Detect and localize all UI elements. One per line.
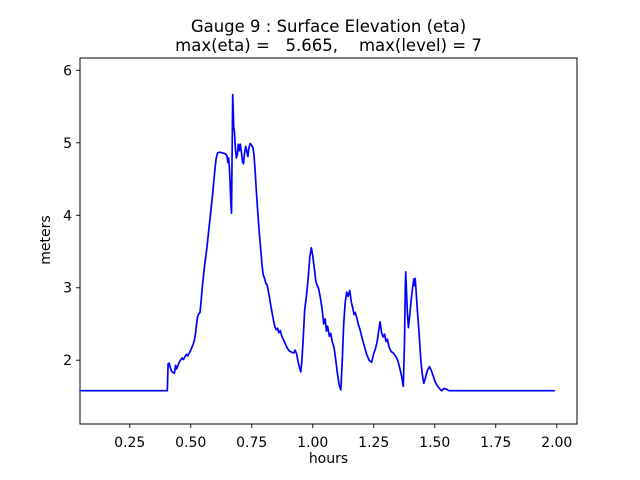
y-tick-label: 3 [63, 281, 72, 297]
x-tick-label: 1.75 [480, 435, 511, 451]
x-tick-label: 0.25 [114, 435, 145, 451]
x-tick-label: 0.75 [236, 435, 267, 451]
y-axis-label: meters [38, 215, 54, 265]
chart-subtitle: max(eta) = 5.665, max(level) = 7 [175, 36, 482, 55]
y-tick-label: 2 [63, 353, 72, 369]
x-tick-label: 1.25 [358, 435, 389, 451]
axes-frame [79, 57, 578, 425]
x-tick-label: 0.50 [175, 435, 206, 451]
y-tick-label: 4 [63, 208, 72, 224]
y-tick-label: 6 [63, 63, 72, 79]
x-axis-label: hours [308, 451, 349, 467]
chart-title: Gauge 9 : Surface Elevation (eta) [190, 17, 467, 36]
x-tick-label: 2.00 [541, 435, 572, 451]
eta-line [79, 93, 556, 392]
x-tick-label: 1.00 [297, 435, 328, 451]
x-tick-label: 1.50 [419, 435, 450, 451]
y-tick-label: 5 [63, 136, 72, 152]
